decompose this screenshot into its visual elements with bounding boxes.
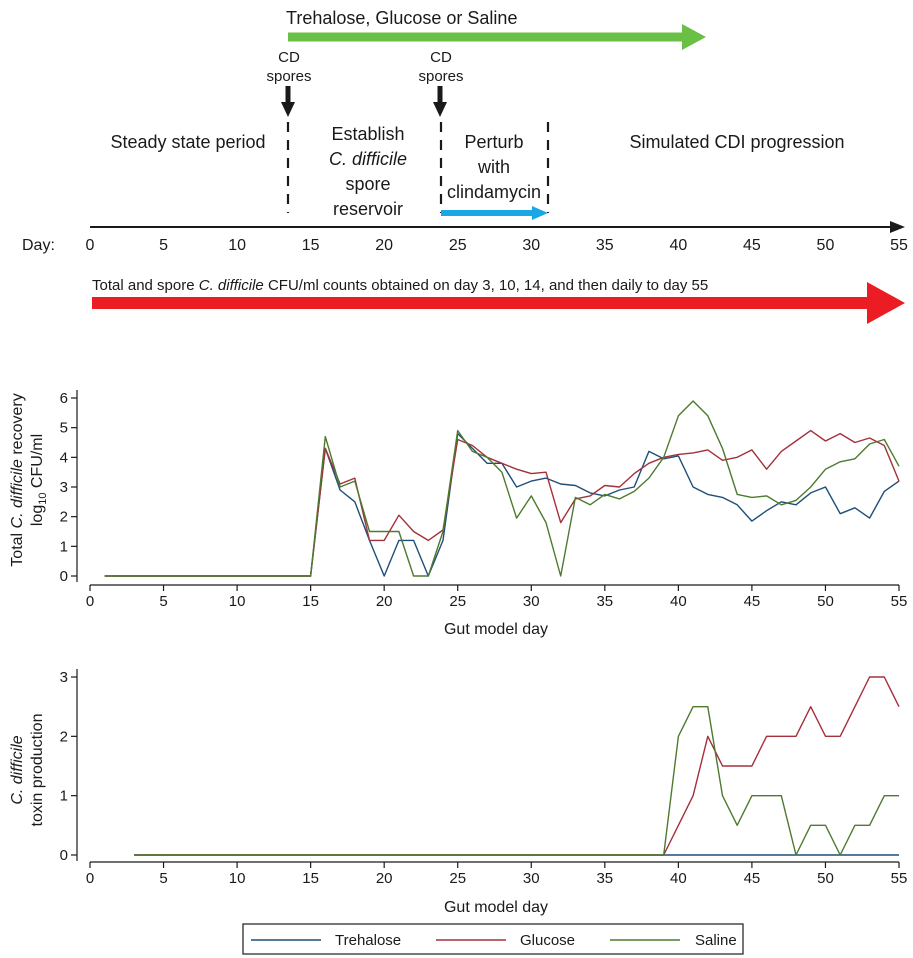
spores-label-2-line1: CD bbox=[430, 49, 452, 66]
recovery-x-axis-title: Gut model day bbox=[444, 621, 548, 638]
toxin-y-axis-title-line1: C. difficile bbox=[9, 735, 26, 804]
day-tick-label: 40 bbox=[669, 237, 687, 254]
recovery-series-saline bbox=[104, 400, 900, 577]
recovery-x-tick-label: 55 bbox=[891, 593, 908, 610]
toxin-x-tick-label: 5 bbox=[159, 870, 167, 887]
day-axis-label: Day: bbox=[22, 237, 55, 254]
recovery-y-tick-label: 3 bbox=[60, 479, 68, 496]
counts-note: Total and spore C. difficile CFU/ml coun… bbox=[92, 277, 708, 294]
toxin-x-tick-label: 15 bbox=[302, 870, 319, 887]
toxin-x-tick-label: 10 bbox=[229, 870, 246, 887]
spores-arrow-1-head bbox=[281, 102, 295, 117]
toxin-x-tick-label: 0 bbox=[86, 870, 94, 887]
treatment-label: Trehalose, Glucose or Saline bbox=[286, 8, 517, 28]
recovery-x-tick-label: 30 bbox=[523, 593, 540, 610]
day-axis-arrow-head bbox=[890, 221, 905, 233]
toxin-y-tick-label: 3 bbox=[60, 669, 68, 686]
recovery-y-axis-title-line1: Total C. difficile recovery bbox=[9, 393, 26, 566]
spores-label-1-line2: spores bbox=[266, 68, 311, 85]
phase-perturb-line2: with bbox=[477, 157, 510, 177]
spores-arrow-2-head bbox=[433, 102, 447, 117]
recovery-chart-series bbox=[104, 400, 900, 577]
phase-cdi-progression: Simulated CDI progression bbox=[629, 132, 844, 152]
toxin-y-axis-title-line2: toxin production bbox=[29, 714, 46, 827]
recovery-y-tick-label: 1 bbox=[60, 538, 68, 555]
day-tick-labels: 0 5 10 15 20 25 30 35 40 45 50 55 bbox=[86, 237, 908, 254]
day-tick-label: 55 bbox=[890, 237, 908, 254]
toxin-chart-series bbox=[134, 676, 900, 856]
day-tick-label: 30 bbox=[522, 237, 540, 254]
toxin-x-tick-label: 40 bbox=[670, 870, 687, 887]
spores-label-1-line1: CD bbox=[278, 49, 300, 66]
day-tick-label: 0 bbox=[86, 237, 95, 254]
recovery-series-glucose bbox=[104, 429, 900, 577]
recovery-x-tick-label: 25 bbox=[449, 593, 466, 610]
day-tick-label: 15 bbox=[302, 237, 320, 254]
toxin-y-tick-label: 2 bbox=[60, 728, 68, 745]
toxin-x-tick-label: 35 bbox=[596, 870, 613, 887]
recovery-x-tick-label: 0 bbox=[86, 593, 94, 610]
phase-reservoir-line1: Establish bbox=[331, 124, 404, 144]
recovery-x-tick-label: 20 bbox=[376, 593, 393, 610]
toxin-x-tick-label: 45 bbox=[744, 870, 761, 887]
recovery-x-tick-label: 15 bbox=[302, 593, 319, 610]
recovery-y-axis-title-line2: log10 CFU/ml bbox=[29, 434, 49, 526]
legend-label-saline: Saline bbox=[695, 932, 737, 949]
recovery-y-tick-label: 0 bbox=[60, 568, 68, 585]
toxin-y-tick-label: 1 bbox=[60, 788, 68, 805]
legend-label-trehalose: Trehalose bbox=[335, 932, 401, 949]
phase-reservoir-line3: spore bbox=[345, 174, 390, 194]
recovery-x-tick-label: 40 bbox=[670, 593, 687, 610]
treatment-arrow-head bbox=[682, 24, 706, 50]
day-tick-label: 25 bbox=[449, 237, 467, 254]
toxin-x-tick-label: 55 bbox=[891, 870, 908, 887]
day-tick-label: 20 bbox=[375, 237, 393, 254]
day-tick-label: 50 bbox=[817, 237, 835, 254]
recovery-x-tick-label: 5 bbox=[159, 593, 167, 610]
toxin-series-saline bbox=[134, 706, 899, 856]
legend-label-glucose: Glucose bbox=[520, 932, 575, 949]
recovery-y-tick-label: 6 bbox=[60, 390, 68, 407]
spores-label-2-line2: spores bbox=[418, 68, 463, 85]
clindamycin-arrow-head bbox=[532, 206, 548, 220]
experiment-timeline: Trehalose, Glucose or Saline CD spores C… bbox=[22, 8, 908, 324]
legend: Trehalose Glucose Saline bbox=[242, 923, 744, 955]
toxin-x-tick-label: 30 bbox=[523, 870, 540, 887]
toxin-x-tick-label: 25 bbox=[449, 870, 466, 887]
toxin-x-axis-title: Gut model day bbox=[444, 899, 548, 916]
phase-perturb-line1: Perturb bbox=[464, 132, 523, 152]
legend-box bbox=[242, 923, 744, 955]
day-tick-label: 10 bbox=[228, 237, 246, 254]
recovery-y-tick-label: 5 bbox=[60, 420, 68, 437]
day-tick-label: 45 bbox=[743, 237, 761, 254]
recovery-y-tick-label: 2 bbox=[60, 509, 68, 526]
toxin-series-glucose bbox=[134, 676, 900, 856]
recovery-x-tick-label: 35 bbox=[596, 593, 613, 610]
toxin-x-tick-label: 50 bbox=[817, 870, 834, 887]
recovery-y-tick-label: 4 bbox=[60, 449, 68, 466]
toxin-x-tick-label: 20 bbox=[376, 870, 393, 887]
recovery-x-tick-label: 10 bbox=[229, 593, 246, 610]
phase-reservoir-line4: reservoir bbox=[333, 199, 403, 219]
counts-arrow-head bbox=[867, 282, 905, 324]
phase-reservoir-line2: C. difficile bbox=[329, 149, 407, 169]
toxin-y-tick-label: 0 bbox=[60, 847, 68, 864]
day-tick-label: 35 bbox=[596, 237, 614, 254]
recovery-series-trehalose bbox=[104, 432, 900, 577]
toxin-chart-axes: 0 5 10 15 20 25 30 35 40 45 50 55 0 1 2 3 bbox=[60, 669, 908, 887]
phase-perturb-line3: clindamycin bbox=[447, 182, 541, 202]
phase-steady-state: Steady state period bbox=[110, 132, 265, 152]
recovery-x-tick-label: 50 bbox=[817, 593, 834, 610]
day-tick-label: 5 bbox=[159, 237, 168, 254]
recovery-x-tick-label: 45 bbox=[744, 593, 761, 610]
